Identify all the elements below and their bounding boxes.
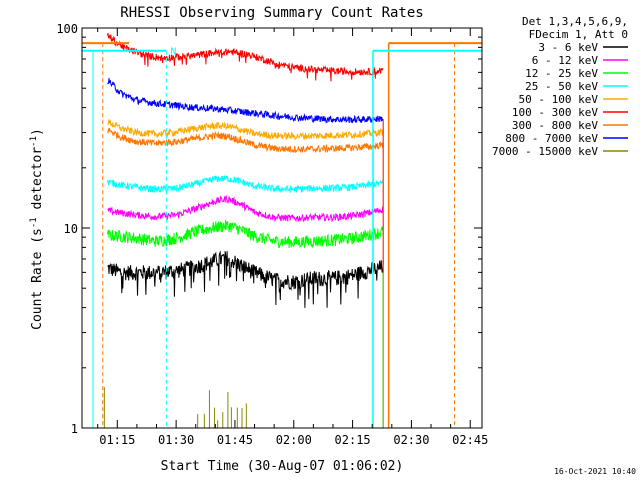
legend-header: FDecim 1, Att 0 xyxy=(529,28,628,41)
y-tick-label: 10 xyxy=(64,222,78,236)
series-line xyxy=(107,32,384,82)
annotation-label: N xyxy=(170,47,176,58)
legend-label: 12 - 25 keV xyxy=(525,67,598,80)
y-axis-label: Count Rate (s-1 detector-1) xyxy=(29,128,45,330)
series-line xyxy=(107,78,384,124)
legend-label: 7000 - 15000 keV xyxy=(492,145,598,158)
plot-frame xyxy=(81,27,483,429)
series-line xyxy=(107,119,384,141)
legend-label: 25 - 50 keV xyxy=(525,80,598,93)
plot-area: N xyxy=(82,32,482,428)
legend-label: 300 - 800 keV xyxy=(512,119,598,132)
series-line xyxy=(107,127,384,154)
series-line xyxy=(107,175,384,193)
series-line xyxy=(107,219,384,249)
legend-label: 800 - 7000 keV xyxy=(505,132,598,145)
legend: Det 1,3,4,5,6,9,FDecim 1, Att 03 - 6 keV… xyxy=(492,15,628,158)
x-tick-label: 02:00 xyxy=(276,433,312,447)
x-tick-label: 01:45 xyxy=(217,433,253,447)
y-tick-label: 1 xyxy=(71,422,78,436)
y-tick-label: 100 xyxy=(56,22,78,36)
legend-label: 3 - 6 keV xyxy=(538,41,598,54)
series-line xyxy=(107,250,384,308)
timestamp-text: 16-Oct-2021 10:40 xyxy=(554,467,636,476)
legend-label: 100 - 300 keV xyxy=(512,106,598,119)
legend-label: 50 - 100 keV xyxy=(519,93,599,106)
x-tick-label: 01:15 xyxy=(99,433,135,447)
x-tick-label: 02:30 xyxy=(393,433,429,447)
x-axis-label: Start Time (30-Aug-07 01:06:02) xyxy=(161,459,404,474)
x-tick-label: 01:30 xyxy=(158,433,194,447)
x-tick-label: 02:15 xyxy=(335,433,371,447)
chart-title: RHESSI Observing Summary Count Rates xyxy=(120,5,423,21)
x-tick-label: 02:45 xyxy=(452,433,488,447)
legend-header: Det 1,3,4,5,6,9, xyxy=(522,15,628,28)
legend-label: 6 - 12 keV xyxy=(532,54,599,67)
series-line xyxy=(107,194,384,223)
axes: 01:15 01:30 01:45 02:00 02:15 02:30 02:45 1 10 10… xyxy=(56,22,488,447)
